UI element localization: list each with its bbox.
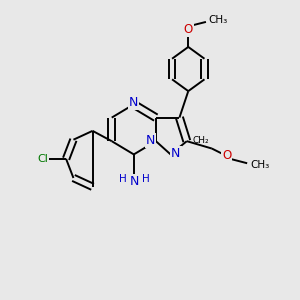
Text: Cl: Cl bbox=[37, 154, 48, 164]
Text: CH₃: CH₃ bbox=[250, 160, 269, 170]
Text: CH₃: CH₃ bbox=[209, 15, 228, 25]
Text: N: N bbox=[130, 175, 139, 188]
Text: N: N bbox=[146, 134, 155, 147]
Text: N: N bbox=[171, 147, 181, 160]
Text: O: O bbox=[222, 149, 231, 162]
Text: H: H bbox=[142, 174, 150, 184]
Text: O: O bbox=[184, 23, 193, 36]
Text: CH₂: CH₂ bbox=[193, 136, 209, 145]
Text: N: N bbox=[129, 96, 139, 110]
Text: H: H bbox=[119, 174, 127, 184]
